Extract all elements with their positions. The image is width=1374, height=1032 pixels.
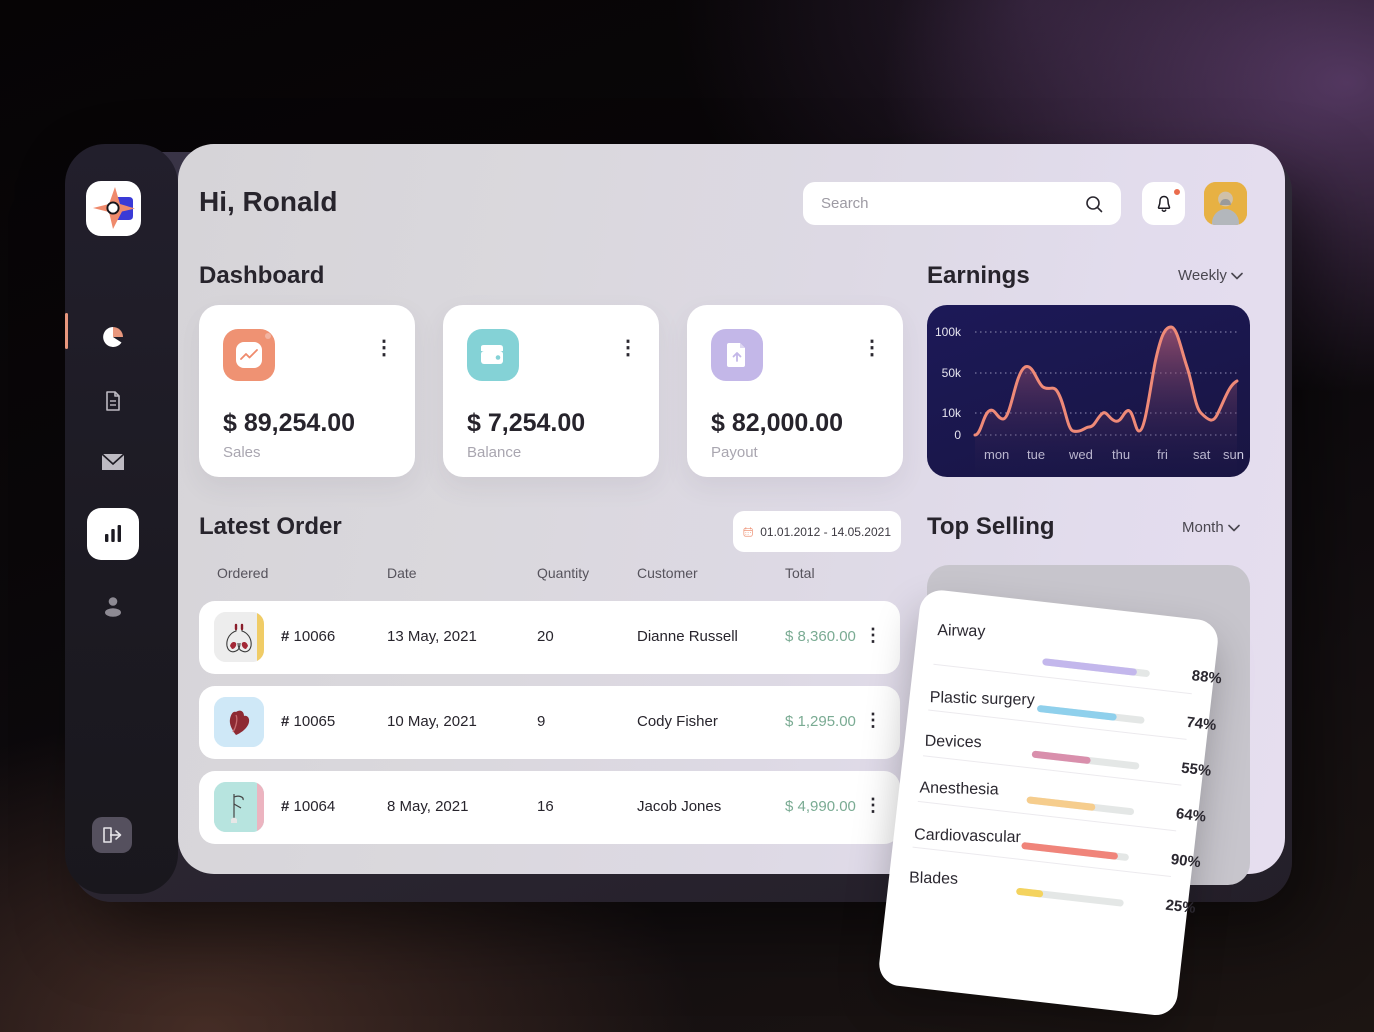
svg-text:50k: 50k — [942, 366, 962, 380]
svg-text:0: 0 — [954, 428, 961, 442]
svg-text:100k: 100k — [935, 325, 962, 339]
svg-text:10k: 10k — [942, 406, 962, 420]
